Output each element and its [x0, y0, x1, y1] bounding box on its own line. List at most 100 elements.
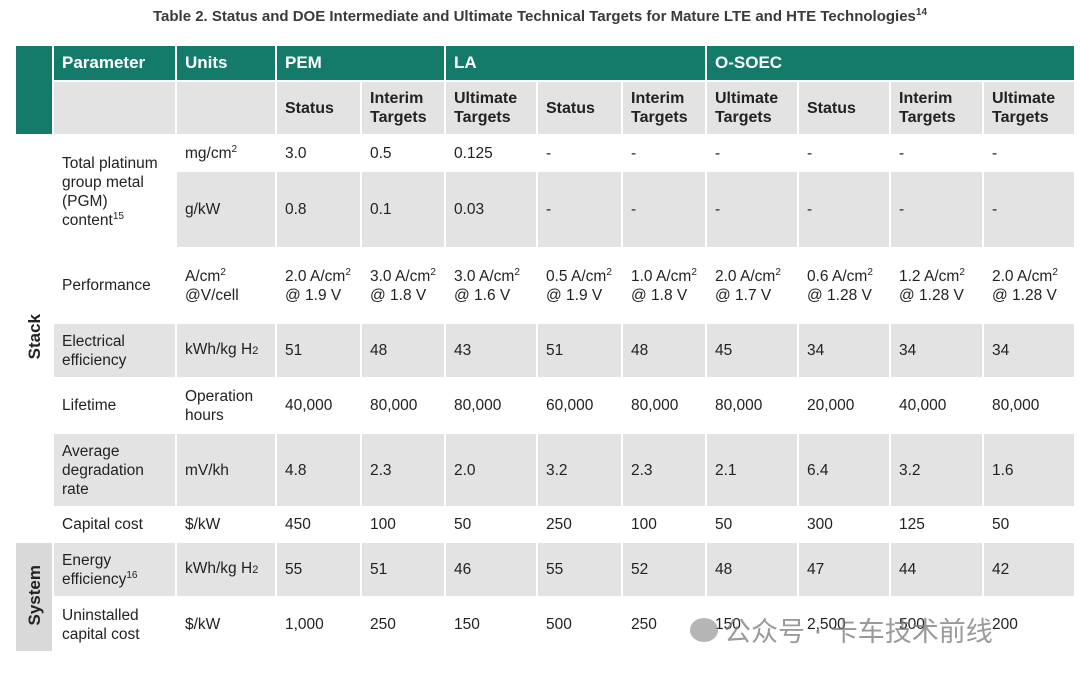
text-run: mV/kh [185, 461, 229, 479]
parameter-cell: Total platinum group metal (PGM) content… [52, 134, 177, 249]
text-run: 2.0 A/cm [285, 267, 346, 285]
units-cell: g/kW [175, 170, 277, 249]
text-run: 0.5 A/cm [546, 267, 607, 285]
superscript: 2 [220, 266, 226, 278]
value-cell: 0.5 A/cm2 @ 1.9 V [536, 247, 623, 324]
group-header: PEM [275, 44, 446, 82]
text-run: $/kW [185, 516, 221, 533]
text-run: Electrical efficiency [62, 332, 127, 369]
value-cell: - [982, 134, 1076, 172]
value-cell: 6.4 [797, 432, 891, 508]
subscript: 2 [252, 564, 259, 576]
value-cell: 2.0 [444, 432, 538, 508]
value-cell: 40,000 [275, 377, 362, 434]
units-cell: A/cm2 @V/cell [175, 247, 277, 324]
section-text: System [24, 564, 44, 626]
value-cell: - [536, 170, 623, 249]
value-cell: 55 [536, 541, 623, 598]
value-cell: 250 [536, 506, 623, 543]
table-row: Electrical efficiency kWh/kg H2 51 48 43 51 48… [15, 322, 1076, 379]
value-cell: - [621, 170, 707, 249]
text-run: Energy efficiency [62, 551, 127, 588]
text-run: 3.0 A/cm [454, 267, 515, 285]
table-title: Table 2. Status and DOE Intermediate and… [0, 8, 1080, 26]
header-row: Parameter Units PEM LA O-SOEC [14, 44, 1076, 136]
value-cell: 1.6 [982, 432, 1076, 508]
value-cell: 0.6 A/cm2 @ 1.28 V [797, 247, 891, 324]
superscript: 2 [231, 143, 238, 155]
empty-cell [52, 80, 177, 136]
value-cell: 20,000 [797, 377, 891, 434]
value-cell: 0.5 [360, 134, 446, 172]
units-cell: $/kW [175, 596, 277, 653]
text-run: @ 1.28 V [899, 286, 964, 304]
superscript: 2 [430, 266, 436, 278]
value-cell: 1,000 [275, 596, 362, 653]
text-run: kWh/kg H [185, 560, 253, 577]
text-run: @ 1.28 V [992, 286, 1057, 304]
superscript: 2 [691, 266, 697, 278]
units-cell: Operation hours [175, 377, 277, 434]
empty-cell [175, 80, 277, 136]
column-header: Ultimate Targets [444, 80, 538, 136]
column-header: Interim Targets [360, 80, 446, 136]
subscript: 2 [252, 345, 259, 357]
value-cell: 50 [982, 506, 1076, 543]
parameter-cell: Uninstalled capital cost [52, 596, 177, 653]
value-cell: - [797, 170, 891, 249]
text-run: Lifetime [62, 397, 117, 414]
superscript: 2 [345, 266, 351, 278]
value-cell: 51 [360, 541, 446, 598]
table-row: Capital cost $/kW 450 100 50 250 100 50 300 125 50 [15, 506, 1076, 543]
value-cell: 2,500 [797, 596, 891, 653]
value-cell: 2.3 [621, 432, 707, 508]
group-header: O-SOEC [705, 44, 1076, 82]
value-cell: 1.2 A/cm2 @ 1.28 V [889, 247, 984, 324]
value-cell: 34 [982, 322, 1076, 379]
value-cell: 125 [889, 506, 984, 543]
value-cell: - [889, 170, 984, 249]
value-cell: 48 [360, 322, 446, 379]
value-cell: 34 [889, 322, 984, 379]
text-run: Capital cost [62, 516, 143, 533]
value-cell: 2.0 A/cm2 @ 1.9 V [275, 247, 362, 324]
value-cell: - [705, 170, 799, 249]
value-cell: 3.2 [536, 432, 623, 508]
value-cell: 450 [275, 506, 362, 543]
text-run: @ 1.7 V [715, 286, 772, 304]
column-header: Status [797, 80, 891, 136]
superscript: 2 [867, 266, 873, 278]
value-cell: 51 [275, 322, 362, 379]
value-cell: 0.125 [444, 134, 538, 172]
value-cell: - [982, 170, 1076, 249]
value-cell: 46 [444, 541, 538, 598]
value-cell: - [889, 134, 984, 172]
title-text: Table 2. Status and DOE Intermediate and… [152, 8, 916, 25]
subheader-row: Status Interim Targets Ultimate Targets Sta… [15, 80, 1076, 136]
value-cell: 100 [360, 506, 446, 543]
value-cell: 500 [889, 596, 984, 653]
value-cell: 42 [982, 541, 1076, 598]
value-cell: - [705, 134, 799, 172]
value-cell: 55 [275, 541, 362, 598]
units-cell: mV/kh [175, 432, 277, 508]
units-cell: kWh/kg H2 [175, 322, 277, 379]
table-row: Stack Total platinum group metal (PGM) co… [14, 134, 1076, 543]
superscript: 15 [112, 210, 124, 222]
value-cell: 0.8 [275, 170, 362, 249]
text-run: 3.0 A/cm [370, 267, 431, 285]
text-run: 1.0 A/cm [631, 267, 692, 285]
watermark-icon [690, 617, 718, 642]
value-cell: 48 [705, 541, 799, 598]
parameter-cell: Capital cost [52, 506, 177, 543]
text-run: Performance [62, 277, 151, 294]
text-run: 1.2 A/cm [899, 267, 960, 285]
value-cell: 2.0 A/cm2 @ 1.28 V [982, 247, 1076, 324]
value-cell: 44 [889, 541, 984, 598]
text-run: 2.0 A/cm [715, 267, 776, 285]
value-cell: 0.03 [444, 170, 538, 249]
value-cell: 80,000 [360, 377, 446, 434]
value-cell: 48 [621, 322, 707, 379]
superscript: 2 [514, 266, 520, 278]
section-label: Stack [14, 134, 54, 543]
